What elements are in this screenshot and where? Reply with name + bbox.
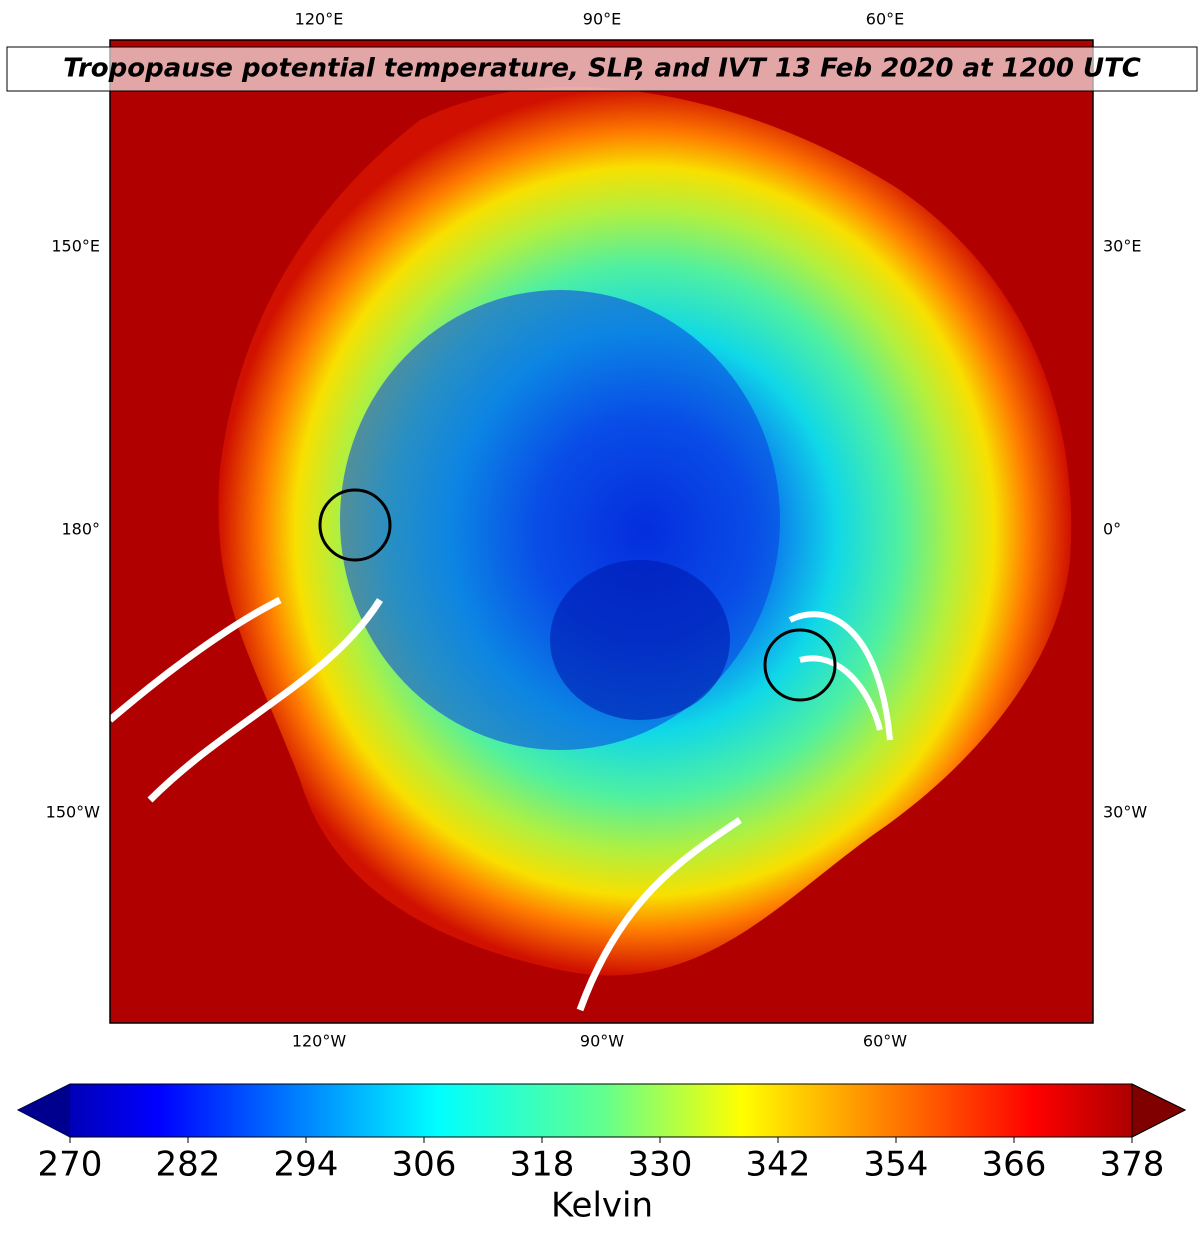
colorbar-tick-label: 318 — [510, 1145, 575, 1185]
lon-label: 120°E — [295, 10, 344, 29]
lon-label: 60°W — [863, 1032, 907, 1051]
colorbar-tick-label: 366 — [982, 1145, 1047, 1185]
colorbar-tick-label: 270 — [38, 1145, 103, 1185]
colorbar-label: Kelvin — [551, 1186, 653, 1226]
lon-label: 150°E — [51, 237, 100, 256]
colorbar-tick-label: 354 — [864, 1145, 929, 1185]
colorbar-tick-label: 306 — [392, 1145, 457, 1185]
title-box — [6, 46, 1198, 92]
lon-label: 90°E — [583, 10, 621, 29]
map — [110, 40, 1093, 1023]
title: Tropopause potential temperature, SLP, a… — [63, 54, 1141, 84]
lon-label: 150°W — [46, 803, 101, 822]
colorbar-extend — [1131, 1083, 1187, 1138]
lon-label: 90°W — [580, 1032, 624, 1051]
colorbar-extend — [18, 1084, 70, 1137]
colorbar-ticks: 270 282 294 306 318 330 342 354 366 378 — [38, 1137, 1165, 1185]
lon-label: 60°E — [866, 10, 904, 29]
colorbar-tick-label: 378 — [1100, 1145, 1165, 1185]
colorbar-tick-label: 330 — [628, 1145, 693, 1185]
lon-label: 30°W — [1103, 803, 1147, 822]
lon-label: 0° — [1103, 520, 1121, 539]
colorbar-tick-label: 294 — [274, 1145, 339, 1185]
lon-label: 30°E — [1103, 237, 1141, 256]
lon-label: 120°W — [292, 1032, 347, 1051]
map-frame — [109, 39, 1094, 1024]
colorbar-tick-label: 282 — [156, 1145, 221, 1185]
colorbar — [16, 1083, 1187, 1138]
colorbar-tick-label: 342 — [746, 1145, 811, 1185]
lon-label: 180° — [61, 520, 100, 539]
